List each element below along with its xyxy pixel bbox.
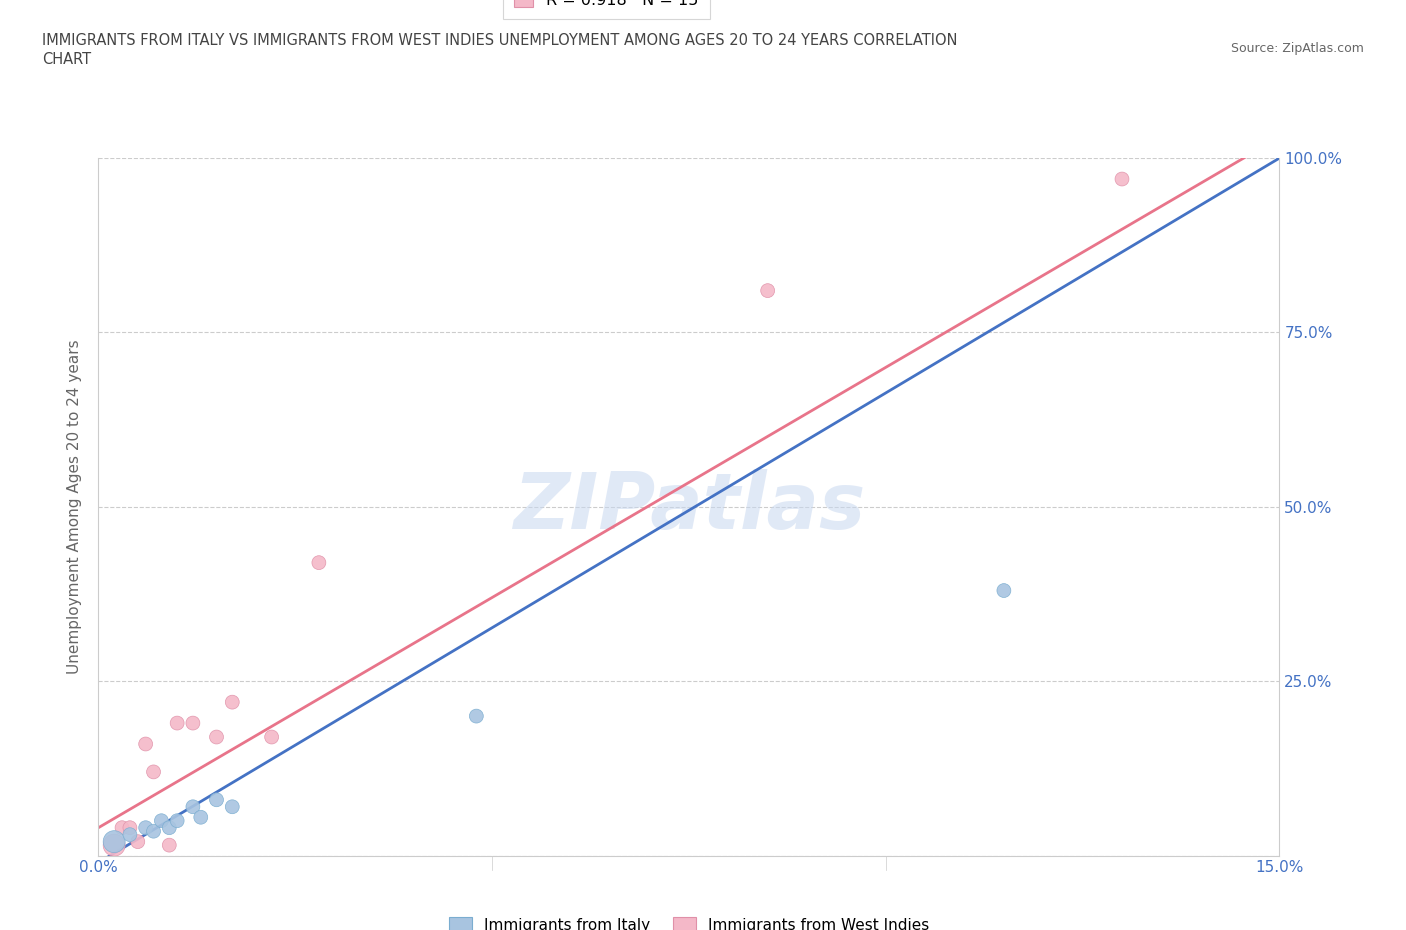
Point [181, 716, 204, 731]
Point [111, 820, 134, 835]
Point [181, 800, 204, 815]
Point [127, 834, 149, 849]
Point [166, 813, 188, 829]
Point [166, 716, 188, 731]
Point [308, 555, 330, 570]
Point [157, 820, 180, 835]
Legend: Immigrants from Italy, Immigrants from West Indies: Immigrants from Italy, Immigrants from W… [443, 910, 935, 930]
Point [103, 834, 125, 849]
Point [756, 283, 779, 298]
Text: IMMIGRANTS FROM ITALY VS IMMIGRANTS FROM WEST INDIES UNEMPLOYMENT AMONG AGES 20 : IMMIGRANTS FROM ITALY VS IMMIGRANTS FROM… [42, 33, 957, 67]
Point [118, 828, 141, 843]
Text: ZIPatlas: ZIPatlas [513, 469, 865, 545]
Point [157, 838, 180, 853]
Point [993, 583, 1015, 598]
Point [135, 737, 157, 751]
Point [150, 813, 173, 829]
Point [260, 729, 283, 744]
Point [1111, 172, 1133, 187]
Point [103, 838, 125, 853]
Point [221, 695, 243, 710]
Point [190, 810, 212, 825]
Text: Source: ZipAtlas.com: Source: ZipAtlas.com [1230, 42, 1364, 55]
Point [221, 800, 243, 815]
Point [142, 764, 165, 779]
Y-axis label: Unemployment Among Ages 20 to 24 years: Unemployment Among Ages 20 to 24 years [67, 339, 83, 674]
Point [465, 709, 488, 724]
Point [205, 729, 228, 744]
Point [142, 824, 165, 839]
Point [118, 820, 141, 835]
Point [135, 820, 157, 835]
Point [205, 792, 228, 807]
